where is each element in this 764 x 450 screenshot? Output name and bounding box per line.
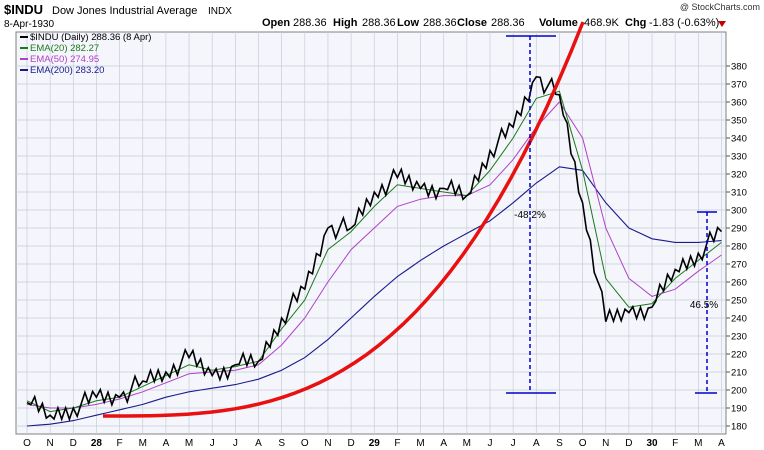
rally-marker: 46.5% [690,211,718,394]
chg-label: Chg [625,17,646,29]
y-tick-label: 330 [731,152,747,163]
x-tick-label: 29 [369,438,381,449]
rally-label: 46.5% [690,300,718,311]
x-tick-label: S [556,438,563,449]
chg-value: -1.83 (-0.63%) [649,17,719,29]
legend-entry: EMA(200) 283.20 [30,65,104,76]
x-tick-label: M [185,438,193,449]
y-tick-label: 210 [731,368,747,379]
decline-label: -48.2% [514,210,546,221]
close-value: 288.36 [491,17,525,29]
y-tick-label: 360 [731,98,747,109]
x-tick-label: M [694,438,702,449]
y-tick-label: 200 [731,386,747,397]
series-line-3 [26,166,722,427]
x-tick-label: M [139,438,147,449]
volume-label: Volume [539,17,578,29]
x-tick-label: A [255,438,262,449]
x-tick-label: O [579,438,587,449]
watermark: @ StockCharts.com [680,2,760,12]
x-tick-label: A [533,438,540,449]
x-tick-label: 28 [91,438,103,449]
low-value: 288.36 [423,17,457,29]
chart-date: 8-Apr-1930 [4,19,54,30]
x-tick-label: F [672,438,678,449]
x-tick-label: N [602,438,609,449]
series-layer [26,75,723,427]
y-tick-label: 380 [731,62,747,73]
y-tick-label: 350 [731,116,747,127]
x-tick-label: S [278,438,285,449]
y-axis: 180 190 200 210 220 230 240 250 260 270 280 290 300 3… [726,62,747,433]
y-tick-label: 230 [731,332,747,343]
y-tick-label: 240 [731,314,747,325]
legend-entry: EMA(50) 274.95 [30,54,99,65]
parabolic-curve [103,21,585,418]
y-tick-label: 340 [731,134,747,145]
legend-entry: $INDU (Daily) 288.36 (8 Apr) [30,32,151,43]
x-tick-label: M [416,438,424,449]
y-tick-label: 280 [731,242,747,253]
open-value: 288.36 [293,17,327,29]
x-tick-label: A [718,438,725,449]
x-tick-label: A [440,438,447,449]
series-line-2 [26,101,722,409]
chart-exchange: INDX [208,6,232,17]
x-axis: O N D 28 F M A M J J A S O N D 29 F M A M J J A S O N D 30 F M A [23,438,725,449]
y-tick-label: 220 [731,350,747,361]
y-tick-label: 290 [731,224,747,235]
x-tick-label: F [117,438,123,449]
x-tick-label: A [163,438,170,449]
y-tick-label: 370 [731,80,747,91]
volume-value: 468.9K [584,17,620,29]
high-label: High [333,17,358,29]
x-tick-label: D [347,438,354,449]
chart-symbol: $INDU [4,2,43,17]
x-tick-label: J [210,438,215,449]
decline-marker: -48.2% [506,35,556,394]
series-line-1 [26,90,722,413]
price-stats: Open 288.36 High 288.36 Low 288.36 Close… [262,17,719,29]
x-tick-label: D [625,438,632,449]
low-label: Low [397,17,419,29]
x-tick-label: J [233,438,238,449]
x-tick-label: D [70,438,77,449]
y-tick-label: 260 [731,278,747,289]
high-value: 288.36 [362,17,396,29]
x-tick-label: F [394,438,400,449]
x-tick-label: J [511,438,516,449]
x-tick-label: M [463,438,471,449]
y-tick-label: 300 [731,206,747,217]
open-label: Open [262,17,290,29]
chart-name: Dow Jones Industrial Average [52,5,197,17]
down-arrow-icon [718,21,726,27]
y-tick-label: 310 [731,188,747,199]
y-tick-label: 180 [731,422,747,433]
y-tick-label: 270 [731,260,747,271]
x-tick-label: O [301,438,309,449]
series-line-0 [26,75,723,422]
x-tick-label: N [47,438,54,449]
y-tick-label: 250 [731,296,747,307]
y-tick-label: 320 [731,170,747,181]
close-label: Close [457,17,487,29]
x-tick-label: 30 [646,438,658,449]
legend-entry: EMA(20) 282.27 [30,43,99,54]
x-tick-label: J [488,438,493,449]
y-tick-label: 190 [731,404,747,415]
x-tick-label: O [23,438,31,449]
x-tick-label: N [324,438,331,449]
plot-area [15,31,727,435]
legend: $INDU (Daily) 288.36 (8 Apr)EMA(20) 282.… [20,32,151,76]
